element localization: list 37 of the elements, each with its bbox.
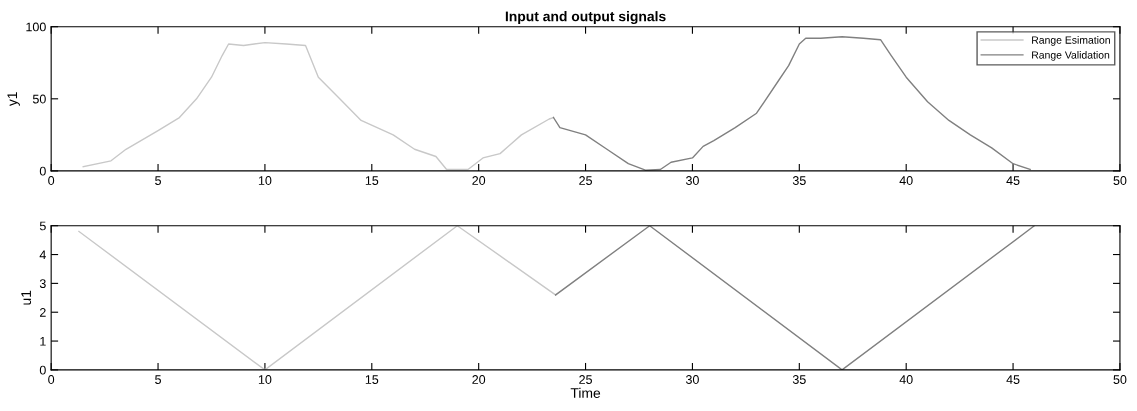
y-axis-title: y1 xyxy=(7,92,20,107)
legend-label: Range Esimation xyxy=(1032,36,1110,46)
x-tick-label: 50 xyxy=(1113,375,1127,384)
x-tick-label: 10 xyxy=(258,375,272,384)
x-tick-label: 10 xyxy=(258,176,272,185)
x-tick-label: 5 xyxy=(155,375,161,384)
x-tick-label: 25 xyxy=(579,375,592,384)
x-tick-label: 35 xyxy=(792,176,806,185)
x-tick-label: 0 xyxy=(48,375,55,384)
x-tick-label: 15 xyxy=(365,375,379,384)
x-axis-title: Time xyxy=(570,387,601,398)
y-tick-label: 4 xyxy=(39,250,46,260)
x-tick-label: 30 xyxy=(685,176,699,185)
x-tick-label: 40 xyxy=(899,375,913,384)
y-tick-label: 0 xyxy=(39,166,46,176)
x-tick-label: 45 xyxy=(1006,375,1020,384)
y-tick-label: 50 xyxy=(32,94,46,104)
y-tick-label: 0 xyxy=(39,365,46,375)
y-axis-title: u1 xyxy=(21,290,32,305)
y-tick-label: 100 xyxy=(26,22,46,32)
x-tick-label: 15 xyxy=(365,176,379,185)
x-tick-label: 30 xyxy=(685,375,699,384)
x-tick-label: 20 xyxy=(472,375,486,384)
x-tick-label: 45 xyxy=(1006,176,1020,185)
x-tick-label: 35 xyxy=(792,375,806,384)
x-tick-label: 40 xyxy=(899,176,913,185)
y-tick-label: 3 xyxy=(39,279,46,289)
chart-title: Input and output signals xyxy=(505,11,666,25)
legend-label: Range Validation xyxy=(1032,51,1110,61)
x-tick-label: 20 xyxy=(472,176,486,185)
y-tick-label: 5 xyxy=(39,221,46,231)
y-tick-label: 1 xyxy=(40,336,46,346)
x-tick-label: 25 xyxy=(579,176,592,185)
x-tick-label: 5 xyxy=(155,176,161,185)
y-tick-label: 2 xyxy=(39,308,46,317)
x-tick-label: 0 xyxy=(48,176,55,185)
x-tick-label: 50 xyxy=(1113,176,1127,185)
